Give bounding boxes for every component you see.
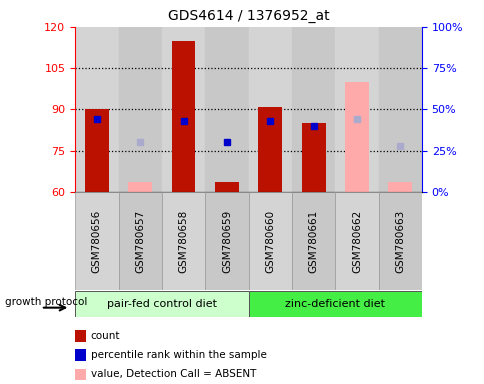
Bar [258, 107, 282, 192]
Bar [248, 192, 291, 290]
Bar [388, 182, 411, 192]
Bar [205, 27, 248, 192]
Text: zinc-deficient diet: zinc-deficient diet [285, 299, 384, 309]
Bar [344, 82, 368, 192]
Bar [301, 123, 325, 192]
Bar [128, 182, 152, 192]
Text: GSM780661: GSM780661 [308, 209, 318, 273]
Bar [171, 41, 195, 192]
Bar [162, 27, 205, 192]
Text: GSM780660: GSM780660 [265, 209, 274, 273]
Bar [118, 27, 162, 192]
Bar [248, 291, 421, 317]
Title: GDS4614 / 1376952_at: GDS4614 / 1376952_at [167, 9, 329, 23]
Bar [75, 27, 118, 192]
Bar [75, 291, 248, 317]
Bar [334, 27, 378, 192]
Text: GSM780657: GSM780657 [135, 209, 145, 273]
Text: GSM780662: GSM780662 [351, 209, 361, 273]
Text: pair-fed control diet: pair-fed control diet [106, 299, 216, 309]
Bar [291, 27, 334, 192]
Bar [334, 192, 378, 290]
Bar [75, 192, 118, 290]
Text: GSM780656: GSM780656 [91, 209, 102, 273]
Bar [162, 192, 205, 290]
Bar [378, 27, 421, 192]
Text: value, Detection Call = ABSENT: value, Detection Call = ABSENT [91, 369, 256, 379]
Text: percentile rank within the sample: percentile rank within the sample [91, 350, 266, 360]
Bar [378, 192, 421, 290]
Text: GSM780659: GSM780659 [222, 209, 231, 273]
Bar [205, 192, 248, 290]
Text: growth protocol: growth protocol [5, 298, 87, 308]
Text: GSM780658: GSM780658 [178, 209, 188, 273]
Bar [118, 192, 162, 290]
Text: count: count [91, 331, 120, 341]
Bar [291, 192, 334, 290]
Text: GSM780663: GSM780663 [394, 209, 405, 273]
Bar [214, 182, 238, 192]
Bar [85, 109, 108, 192]
Bar [248, 27, 291, 192]
